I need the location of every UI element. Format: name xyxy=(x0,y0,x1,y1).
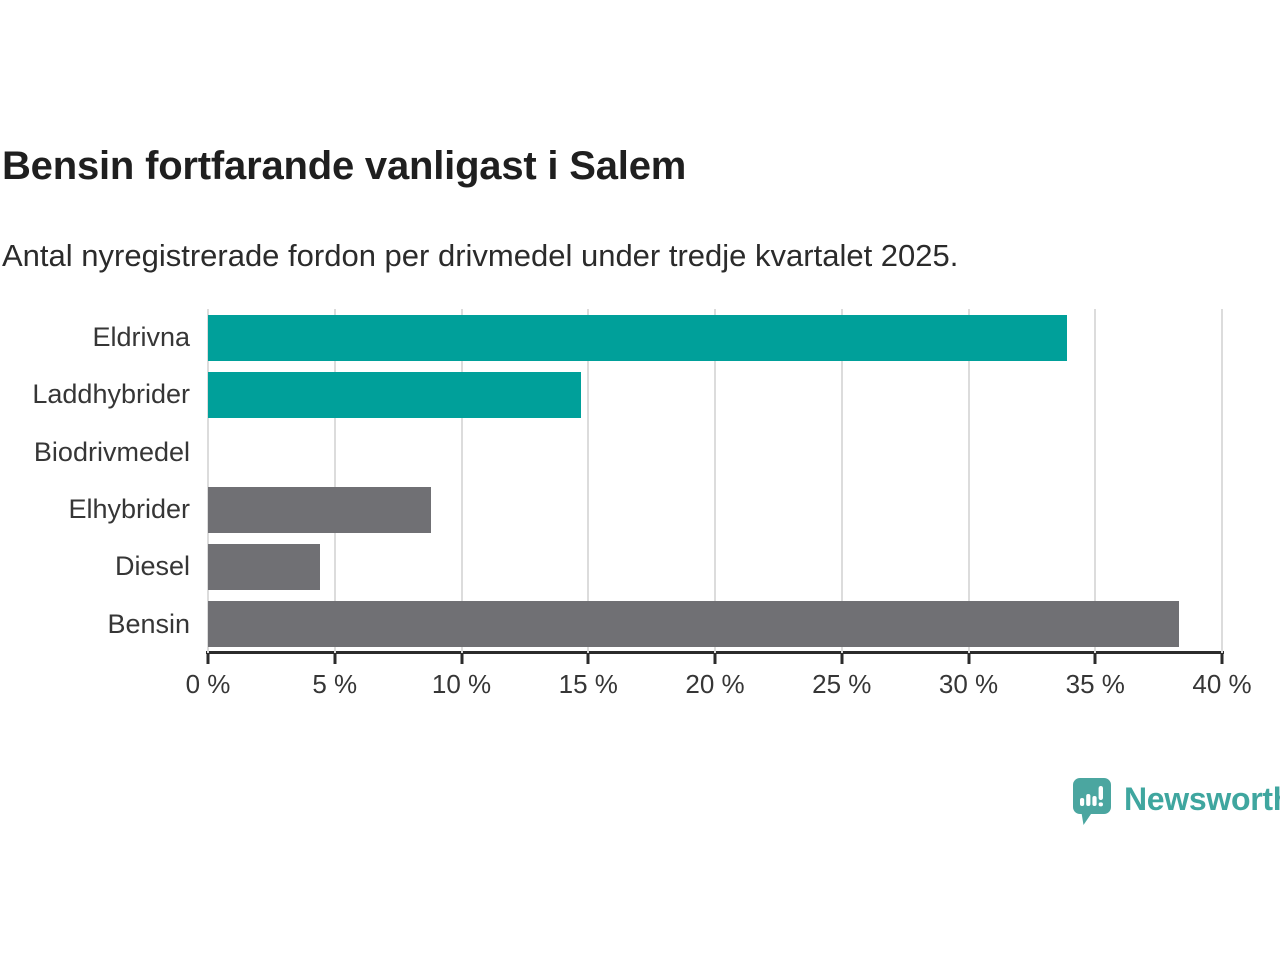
gridline xyxy=(714,309,716,653)
gridline xyxy=(967,309,970,653)
x-axis-tick-label: 0 % xyxy=(185,669,231,699)
gridline xyxy=(840,309,843,653)
x-axis-tick-label: 5 % xyxy=(312,669,358,699)
gridline xyxy=(207,309,209,653)
plot-area xyxy=(207,309,1223,653)
x-axis-tick xyxy=(840,654,844,664)
x-axis-tick-label: 30 % xyxy=(938,669,999,699)
chart-subtitle: Antal nyregistrerade fordon per drivmede… xyxy=(2,238,959,273)
category-label: Diesel xyxy=(114,551,190,582)
x-axis-tick xyxy=(586,654,590,664)
x-axis-tick-label: 10 % xyxy=(431,669,492,699)
bar-row xyxy=(208,538,1222,595)
category-label: Eldrivna xyxy=(92,322,190,353)
category-label: Elhybrider xyxy=(68,494,190,525)
x-axis-tick-label: 40 % xyxy=(1192,669,1252,699)
category-label: Laddhybrider xyxy=(32,379,190,410)
x-axis-tick xyxy=(206,654,210,664)
bar xyxy=(208,486,432,533)
bar-row xyxy=(208,596,1222,653)
x-axis: 0 % 5 % 10 % 15 % 20 % 25 % 30 % 35 % 40 % xyxy=(186,651,1252,711)
bar xyxy=(208,314,1068,361)
x-axis-tick xyxy=(967,654,970,664)
x-axis-tick xyxy=(713,654,717,664)
bar xyxy=(208,543,320,590)
x-axis-tick-label: 20 % xyxy=(685,669,745,699)
chart-title: Bensin fortfarande vanligast i Salem xyxy=(2,144,687,188)
bar-row xyxy=(208,309,1222,366)
x-axis-tick-label: 25 % xyxy=(812,669,872,699)
bar-row xyxy=(208,366,1222,423)
category-labels: Eldrivna Laddhybrider Biodrivmedel Elhybrid… xyxy=(0,309,193,653)
x-axis-tick xyxy=(1220,654,1224,664)
bar xyxy=(208,371,581,418)
gridline xyxy=(1221,309,1223,653)
category-label: Biodrivmedel xyxy=(33,436,190,467)
gridline xyxy=(587,309,590,653)
bar-row xyxy=(208,481,1222,538)
x-axis-tick xyxy=(333,654,337,664)
bar-row xyxy=(208,424,1222,481)
brand-footer: Newsworthy xyxy=(1072,777,1280,827)
x-axis-tick xyxy=(460,654,463,664)
gridline xyxy=(333,309,336,653)
bar xyxy=(208,601,1179,648)
x-axis-tick-label: 35 % xyxy=(1065,669,1125,699)
x-axis-tick xyxy=(1093,654,1097,664)
newsworthy-logo-icon xyxy=(1073,778,1111,825)
newsworthy-brand-text: Newsworthy xyxy=(1124,781,1280,817)
x-axis-tick-label: 15 % xyxy=(558,669,618,699)
gridline xyxy=(460,309,463,653)
category-label: Bensin xyxy=(107,608,190,639)
gridline xyxy=(1094,309,1097,653)
